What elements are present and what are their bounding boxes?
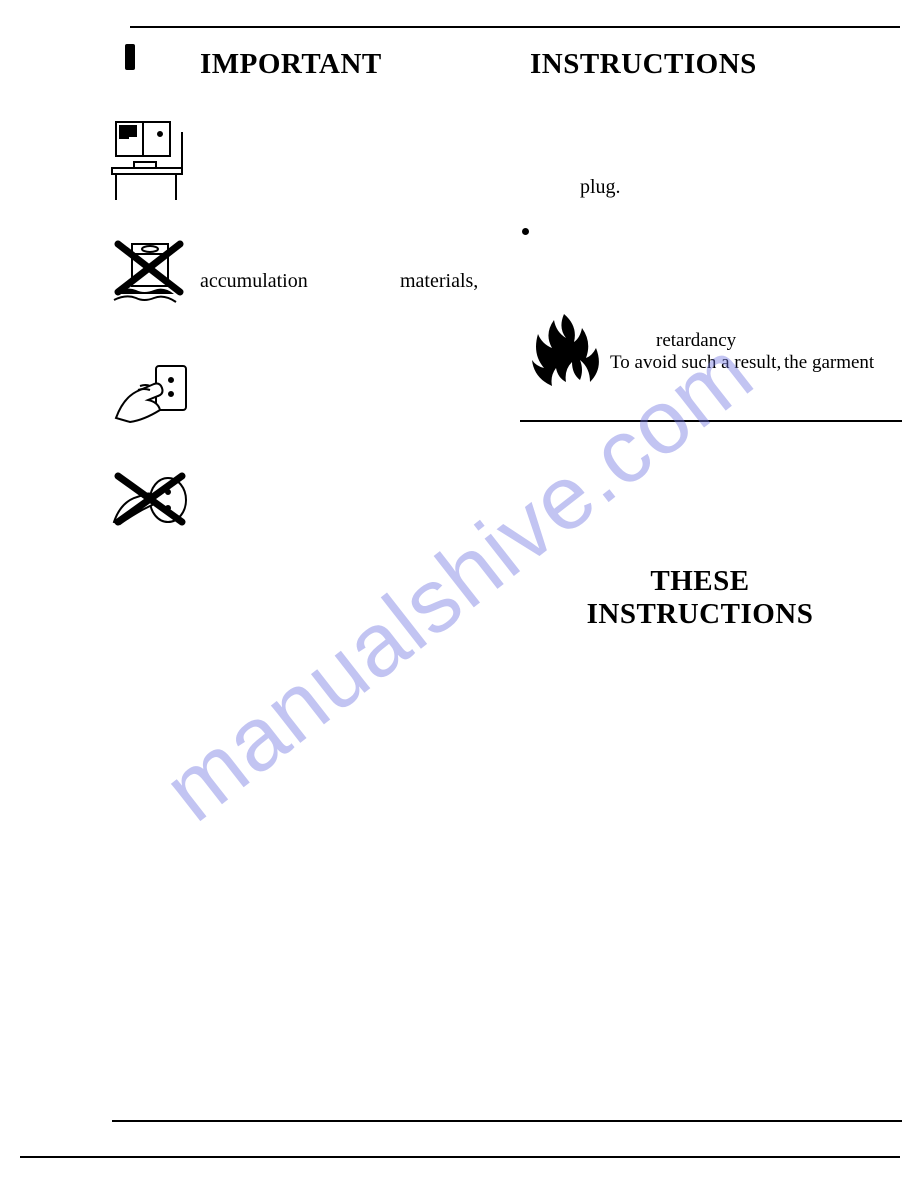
page: IMPORTANT INSTRUCTIONS: [0, 0, 918, 1188]
hand-plug-icon: [110, 360, 196, 434]
text-materials: materials,: [400, 270, 478, 293]
title-bullet-marker: [125, 44, 135, 70]
text-plug: plug.: [580, 176, 621, 199]
rule-top: [130, 26, 900, 28]
rule-bottom-upper: [112, 1120, 902, 1122]
header-title-left: IMPORTANT: [200, 48, 382, 81]
cabinet-sink-icon: [110, 118, 196, 204]
rule-right-short: [520, 420, 902, 422]
no-hand-plug-icon: [110, 470, 196, 536]
no-washer-pile-icon: [110, 236, 196, 308]
save-line-2: INSTRUCTIONS: [520, 598, 880, 631]
text-the-garment: the garment: [784, 352, 874, 374]
text-accumulation: accumulation: [200, 270, 308, 293]
text-avoid-line: To avoid such a result,: [610, 352, 781, 374]
bullet-icon: [522, 228, 529, 235]
flame-icon: [530, 310, 600, 393]
save-instructions-block: THESE INSTRUCTIONS: [520, 565, 880, 631]
header-title-right: INSTRUCTIONS: [530, 48, 757, 81]
rule-bottom-lower: [20, 1156, 900, 1158]
text-retardancy: retardancy: [656, 330, 736, 352]
save-line-1: THESE: [520, 565, 880, 598]
